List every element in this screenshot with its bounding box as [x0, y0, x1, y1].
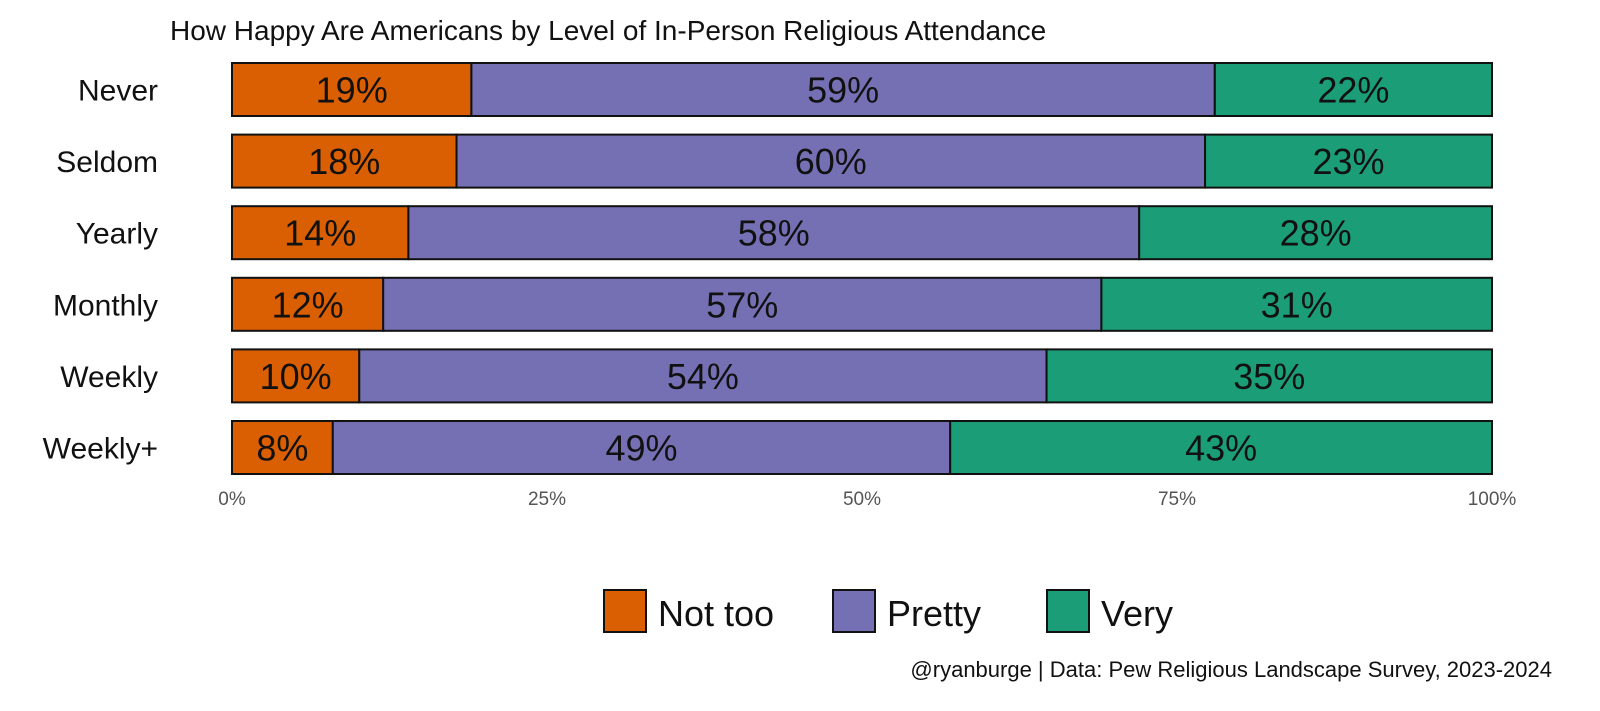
bar-segment-very [1045, 348, 1493, 404]
bar-segment-pretty [331, 420, 952, 475]
bar-segment-not-too [231, 62, 473, 117]
data-label: 8% [256, 428, 308, 469]
legend: Not too Pretty Very [603, 589, 1173, 634]
y-tick-label: Weekly [60, 361, 158, 394]
y-tick-label: Yearly [76, 218, 158, 251]
data-label: 14% [284, 213, 356, 254]
data-label: 31% [1261, 284, 1333, 325]
bar-segment-very [1138, 205, 1493, 261]
caption: @ryanburge | Data: Pew Religious Landsca… [910, 657, 1552, 682]
data-label: 10% [260, 356, 332, 397]
x-tick-label: 50% [843, 489, 881, 510]
bar-segment-very [949, 420, 1493, 475]
bar-segment-not-too [231, 420, 334, 475]
bar-segment-not-too [231, 276, 385, 332]
data-label: 18% [308, 141, 380, 182]
data-label: 58% [738, 213, 810, 254]
legend-swatch [1046, 589, 1090, 633]
legend-swatch [832, 589, 876, 633]
data-label: 28% [1280, 213, 1352, 254]
bar-segment-pretty [358, 348, 1048, 404]
legend-swatch [603, 589, 647, 633]
y-tick-label: Weekly+ [43, 433, 158, 466]
x-tick-label: 25% [528, 489, 566, 510]
data-label: 57% [706, 284, 778, 325]
chart-title: How Happy Are Americans by Level of In-P… [170, 15, 1046, 46]
data-label: 59% [807, 70, 879, 111]
y-tick-label: Monthly [53, 289, 158, 322]
bar-segment-very [1100, 276, 1494, 332]
bar-segment-not-too [231, 348, 361, 404]
y-tick-label: Seldom [56, 146, 158, 179]
legend-label: Pretty [887, 593, 981, 634]
data-label: 43% [1185, 428, 1257, 469]
bar-segment-pretty [455, 133, 1207, 189]
x-tick-label: 75% [1158, 489, 1196, 510]
data-label: 49% [605, 428, 677, 469]
x-tick-label: 100% [1468, 489, 1517, 510]
bar-segment-pretty [470, 62, 1216, 117]
bar-segment-very [1213, 62, 1494, 117]
bar-segment-pretty [407, 205, 1141, 261]
y-tick-label: Never [78, 75, 158, 108]
data-label: 19% [316, 70, 388, 111]
data-label: 35% [1233, 356, 1305, 397]
legend-label: Very [1101, 593, 1173, 634]
legend-label: Not too [658, 593, 774, 634]
x-axis-ticks: 0% 25% 50% 75% 100% [218, 489, 1516, 510]
bars-group: Never 19% 59% 22% Seldom 18% 60% 23% Yearly 14% 58… [43, 62, 1494, 475]
bar-segment-not-too [231, 205, 410, 261]
x-tick-label: 0% [218, 489, 246, 510]
bar-segment-very [1204, 133, 1494, 189]
data-label: 12% [272, 284, 344, 325]
data-label: 22% [1317, 70, 1389, 111]
data-label: 23% [1313, 141, 1385, 182]
data-label: 54% [667, 356, 739, 397]
data-label: 60% [795, 141, 867, 182]
